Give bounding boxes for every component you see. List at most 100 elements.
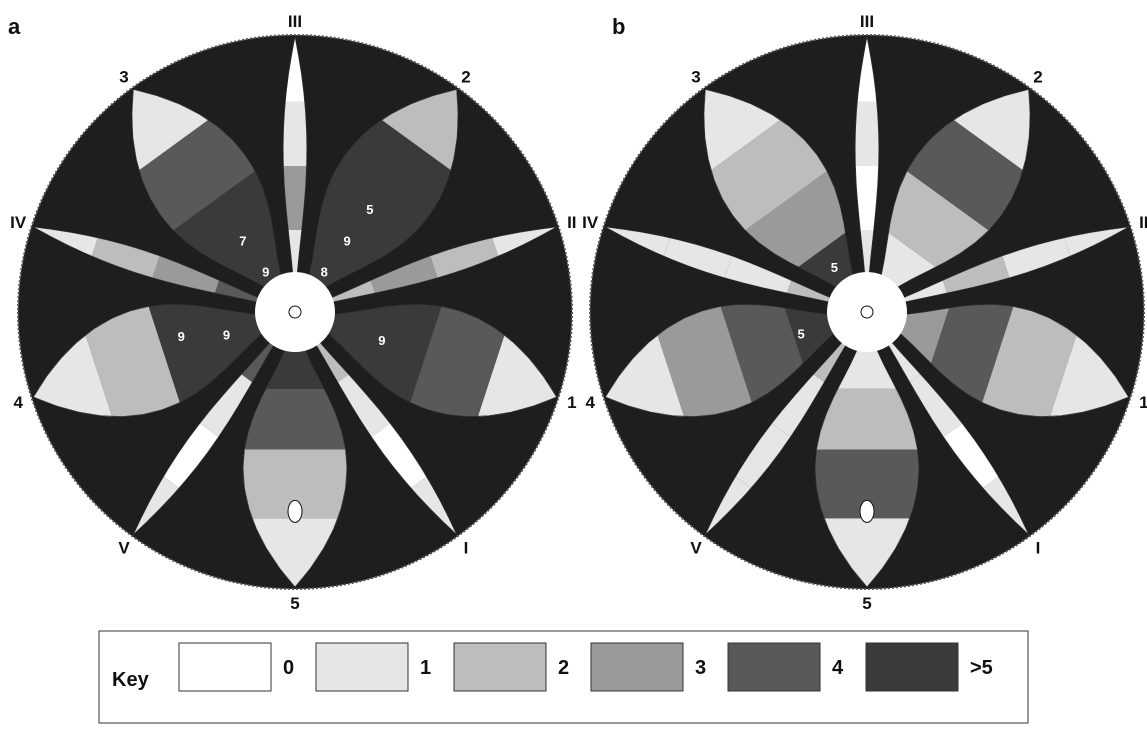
ray-label-2: 2: [461, 68, 470, 87]
hub-center-dot: [860, 305, 874, 319]
petal-band: [855, 101, 879, 166]
petal-band: [605, 227, 670, 257]
petal-band: [931, 304, 1014, 403]
value-label: 9: [378, 333, 385, 348]
key-swatch: [727, 642, 821, 692]
petal-band: [855, 166, 879, 230]
panel-letter: a: [8, 14, 21, 39]
petal-band: [370, 255, 438, 293]
value-label: 9: [262, 265, 269, 280]
petal-band: [152, 255, 220, 293]
petal-band: [410, 306, 505, 417]
ray-label-5: 5: [290, 594, 299, 613]
value-label: 5: [797, 326, 804, 341]
ray-label-1: 1: [567, 393, 576, 412]
value-label: 5: [366, 202, 373, 217]
petal-band: [704, 89, 781, 171]
key-label: 4: [832, 657, 844, 679]
petal-band: [705, 476, 752, 535]
ray-label-V: V: [118, 538, 130, 557]
petal-outline: [605, 226, 851, 308]
petal-band: [816, 388, 918, 450]
value-label: 9: [343, 233, 350, 248]
marker-ellipse: [859, 499, 875, 523]
value-label: 9: [178, 329, 185, 344]
ray-label-2: 2: [1033, 68, 1042, 87]
petal-band: [907, 119, 1023, 231]
petal-outline: [311, 226, 557, 308]
ray-label-I: I: [1036, 538, 1041, 557]
petal-outline: [883, 226, 1129, 308]
ray-label-I: I: [464, 538, 469, 557]
petal-band: [132, 89, 209, 171]
petal-band: [133, 476, 180, 535]
petal-band: [1002, 237, 1071, 278]
petal-band: [943, 423, 999, 488]
petal-band: [953, 89, 1030, 171]
petal-band: [837, 329, 897, 389]
value-label: 5: [831, 260, 838, 275]
key-label: 2: [558, 657, 569, 679]
ray-label-V: V: [690, 538, 702, 557]
petal-outline: [311, 304, 557, 417]
petal-outline: [242, 329, 348, 588]
petal-band: [663, 237, 732, 278]
petal-band: [244, 388, 346, 450]
petal-outline: [282, 36, 308, 295]
ray-label-III: III: [860, 12, 874, 31]
petal-band: [857, 37, 877, 102]
petal-band: [199, 374, 253, 437]
key-legend: Key 0 1 2 3 4 >5: [98, 630, 1029, 724]
petal-outline: [304, 89, 459, 299]
key-label: 0: [283, 657, 294, 679]
petal-band: [163, 423, 219, 488]
petal-band: [492, 227, 557, 257]
petal-band: [711, 119, 827, 231]
key-swatch: [590, 642, 684, 692]
marker-ellipse: [287, 499, 303, 523]
key-swatch: [865, 642, 959, 692]
key-swatch: [453, 642, 547, 692]
petal-outline: [33, 226, 279, 308]
petal-band: [265, 329, 325, 389]
key-swatch: [178, 642, 272, 692]
hub-center-dot: [288, 305, 302, 319]
petal-band: [359, 304, 442, 403]
petal-band: [285, 37, 305, 102]
panel-b: b III 2 II 1 I 5 V 4 IV 3 5 5: [582, 12, 1147, 613]
petal-outline: [876, 325, 1029, 535]
ray-label-3: 3: [119, 68, 128, 87]
petal-outline: [703, 89, 858, 299]
panel-letter: b: [612, 14, 625, 39]
ray-label-3: 3: [691, 68, 700, 87]
petal-band: [605, 335, 684, 417]
petal-band: [91, 237, 160, 278]
petal-outline: [854, 36, 880, 295]
ray-label-4: 4: [13, 393, 23, 412]
petal-band: [337, 374, 391, 437]
petal-band: [33, 227, 98, 257]
petal-band: [909, 374, 963, 437]
key-label: 1: [420, 657, 431, 679]
petal-band: [745, 171, 846, 267]
ray-label-III: III: [288, 12, 302, 31]
petal-band: [1064, 227, 1129, 257]
petal-outline: [304, 325, 457, 535]
petal-band: [371, 423, 427, 488]
petal-band: [982, 476, 1029, 535]
ray-label-4: 4: [585, 393, 595, 412]
petal-band: [252, 518, 338, 587]
petal-outline: [814, 329, 920, 588]
petal-band: [243, 449, 347, 519]
petal-band: [283, 101, 307, 166]
key-items: 0 1 2 3 4 >5: [178, 642, 993, 692]
petal-band: [815, 449, 919, 519]
petal-outline: [605, 304, 851, 417]
petal-band: [410, 476, 457, 535]
ray-label-II: II: [567, 213, 576, 232]
petal-band: [148, 304, 231, 403]
petal-band: [1050, 335, 1129, 417]
panel-a: a III 2 II 1 I 5 V 4 IV 3 5 9 8 7 9 9 9 9: [8, 12, 577, 613]
petal-band: [720, 304, 803, 403]
